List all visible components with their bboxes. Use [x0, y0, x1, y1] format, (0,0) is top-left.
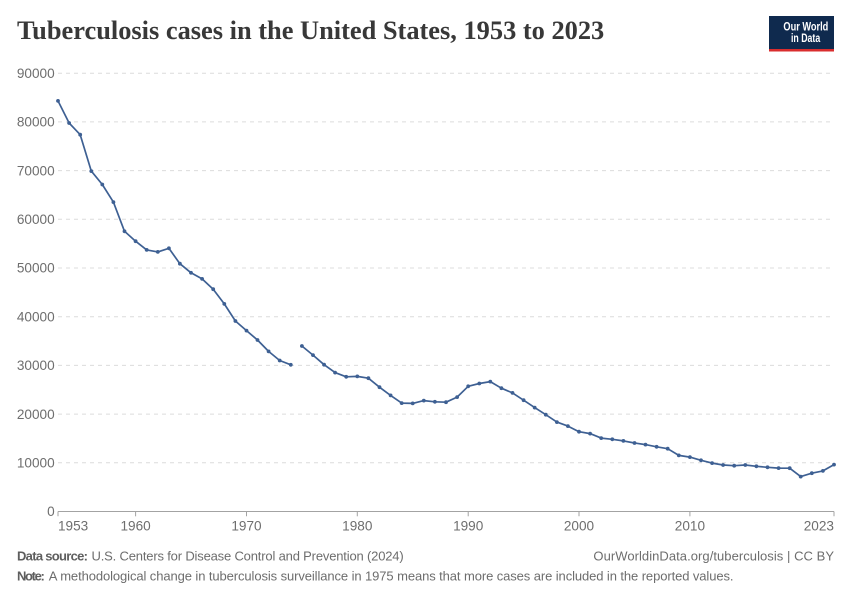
- svg-text:40000: 40000: [17, 309, 55, 324]
- svg-text:Our World: Our World: [783, 22, 828, 34]
- svg-text:in Data: in Data: [791, 33, 821, 45]
- svg-text:30000: 30000: [17, 358, 55, 373]
- svg-text:80000: 80000: [17, 115, 55, 130]
- svg-text:Note:: Note:: [17, 569, 45, 584]
- svg-text:2010: 2010: [675, 518, 706, 533]
- svg-text:Tuberculosis cases in the Unit: Tuberculosis cases in the United States,…: [17, 15, 604, 45]
- svg-text:2000: 2000: [564, 518, 595, 533]
- svg-text:1970: 1970: [231, 518, 262, 533]
- svg-text:1980: 1980: [342, 518, 373, 533]
- svg-text:Data source:: Data source:: [17, 549, 88, 564]
- svg-text:OurWorldinData.org/tuberculosi: OurWorldinData.org/tuberculosis | CC BY: [593, 549, 834, 564]
- svg-text:70000: 70000: [17, 163, 55, 178]
- svg-text:2023: 2023: [804, 518, 834, 533]
- svg-text:60000: 60000: [17, 212, 55, 227]
- svg-text:1960: 1960: [120, 518, 151, 533]
- svg-text:1990: 1990: [453, 518, 484, 533]
- svg-text:A methodological change in tub: A methodological change in tuberculosis …: [49, 569, 734, 584]
- svg-text:0: 0: [47, 504, 55, 519]
- svg-text:90000: 90000: [17, 66, 55, 81]
- svg-text:U.S. Centers for Disease Contr: U.S. Centers for Disease Control and Pre…: [92, 549, 404, 564]
- svg-text:1953: 1953: [58, 518, 88, 533]
- svg-text:50000: 50000: [17, 261, 55, 276]
- svg-text:10000: 10000: [17, 456, 55, 471]
- svg-text:20000: 20000: [17, 407, 55, 422]
